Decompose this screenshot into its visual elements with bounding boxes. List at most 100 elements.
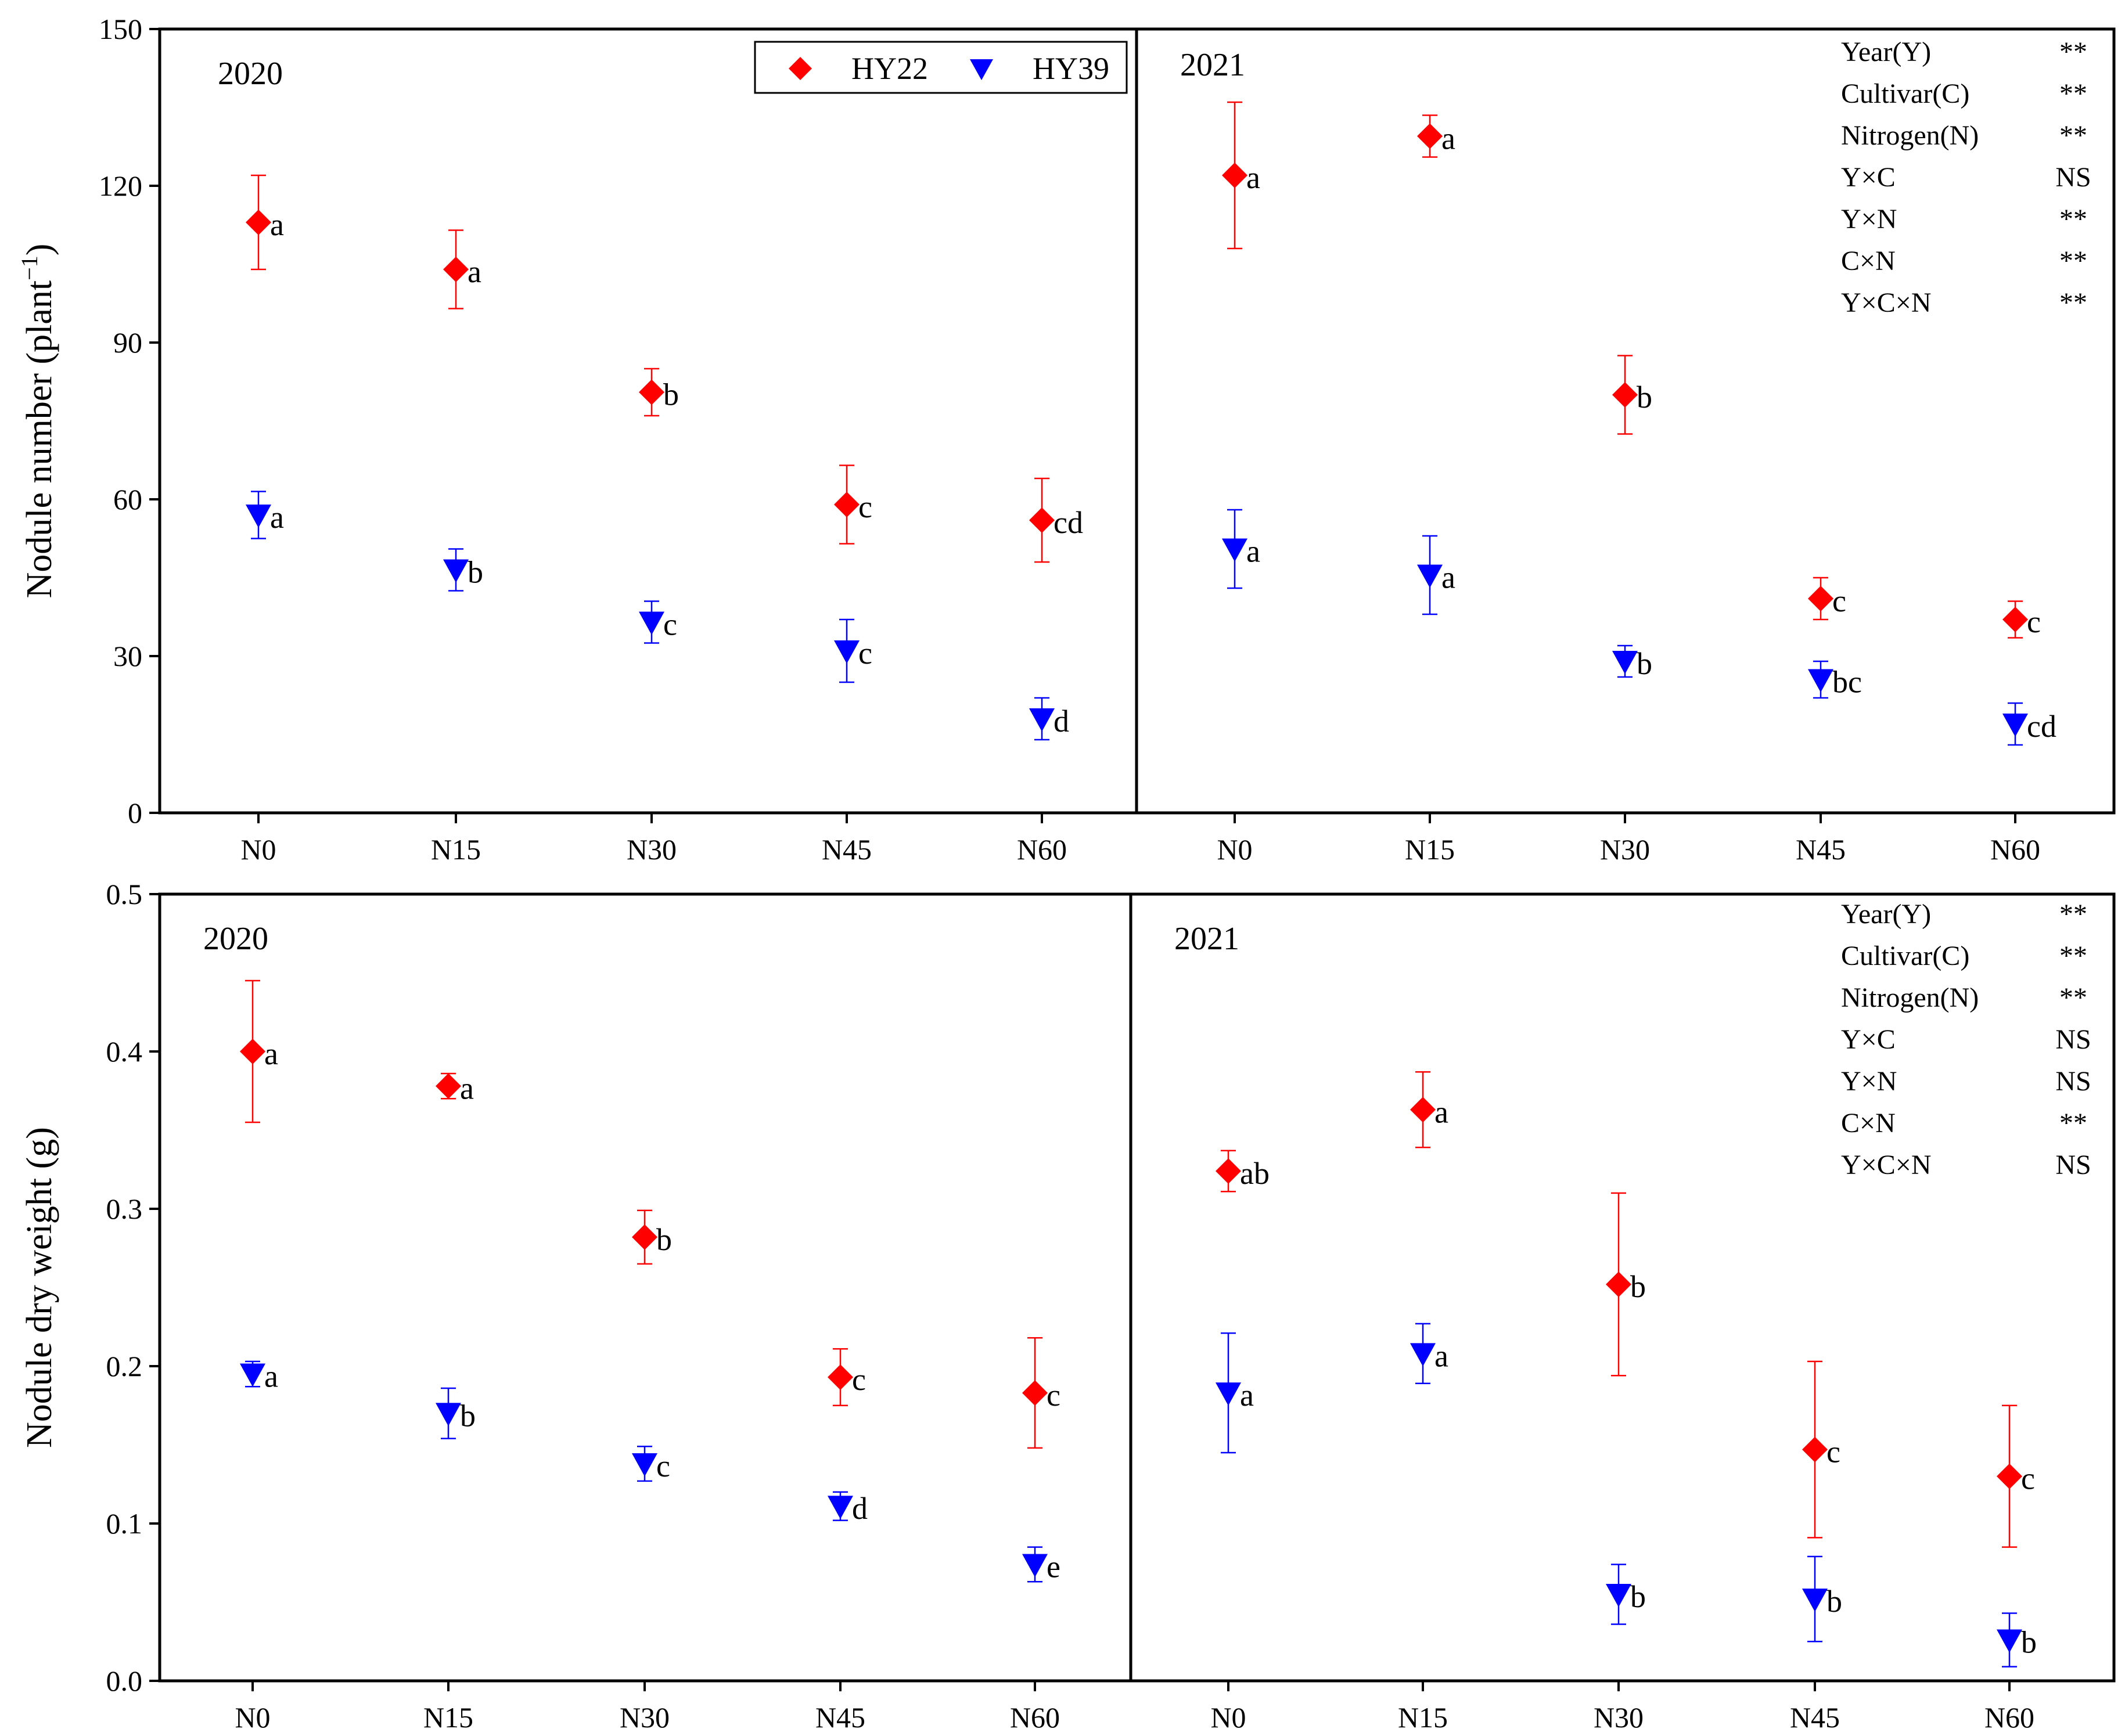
significance-letter: b	[1826, 1584, 1842, 1619]
anova-significance: **	[2059, 120, 2087, 151]
legend-marker-hy22	[789, 57, 812, 80]
x-tick-label: N60	[1010, 1701, 1060, 1734]
chart-nodule-dry-weight: 0.0 0.1 0.2 0.3 0.4 0.5 Nodule dry weight (g) N…	[20, 878, 2116, 1734]
significance-letter: b	[1630, 1579, 1646, 1614]
significance-letter: a	[1434, 1338, 1448, 1373]
significance-letter: b	[1637, 646, 1652, 681]
anova-significance: **	[2059, 78, 2087, 109]
x-tick-label: N45	[1796, 833, 1846, 866]
anova-factor: Y×N	[1841, 204, 1897, 235]
x-tick-label: N30	[1594, 1701, 1644, 1734]
y-axis-title-superscript: −1	[16, 255, 42, 280]
anova-significance: **	[2059, 1108, 2087, 1139]
y-tick-label: 0.3	[106, 1193, 143, 1225]
y-axis-title-main: Nodule number (plant	[20, 280, 59, 599]
significance-letter: a	[264, 1036, 278, 1071]
marker-hy22-N30	[1606, 1272, 1631, 1298]
y-tick-label: 0.5	[106, 878, 143, 910]
significance-letter: c	[1832, 584, 1846, 618]
significance-letter: b	[468, 555, 483, 590]
y-axis-title: Nodule number (plant−1)	[16, 244, 59, 599]
legend-label-hy22: HY22	[851, 51, 928, 86]
y-axis-title: Nodule dry weight (g)	[20, 1127, 59, 1448]
marker-hy22-N15	[443, 257, 469, 282]
x-tick-label: N60	[1990, 833, 2040, 866]
marker-hy39-N0	[240, 1363, 265, 1387]
x-tick-label: N30	[1600, 833, 1650, 866]
panel-year-label: 2020	[218, 56, 283, 92]
marker-hy22-N0	[246, 210, 271, 235]
panel-year-label: 2021	[1180, 47, 1245, 83]
significance-letter: b	[1637, 380, 1652, 415]
marker-hy22-N0	[240, 1039, 265, 1064]
anova-significance: **	[2059, 246, 2087, 276]
panel-year-label: 2020	[203, 921, 268, 957]
anova-factor: Cultivar(C)	[1841, 78, 1969, 109]
significance-letter: a	[468, 254, 481, 289]
marker-hy39-N60	[1022, 1554, 1048, 1577]
x-tick-label: N15	[1405, 833, 1455, 866]
anova-factor: Cultivar(C)	[1841, 941, 1969, 971]
marker-hy22-N15	[1417, 123, 1443, 149]
anova-significance: **	[2059, 941, 2087, 971]
chart-nodule-number: 0 30 60 90 120 150 Nodule number (plant−1) N0 N1…	[16, 13, 2116, 866]
legend-box	[754, 41, 1128, 94]
marker-hy39-N45	[1802, 1589, 1828, 1612]
y-tick-label: 30	[113, 640, 142, 672]
marker-hy22-N45	[1808, 586, 1833, 611]
significance-letter: b	[2021, 1625, 2037, 1660]
anova-factor: Year(Y)	[1841, 899, 1931, 930]
y-axis-title-main: Nodule dry weight (g)	[20, 1127, 59, 1448]
anova-factor: C×N	[1841, 246, 1896, 276]
anova-significance: NS	[2055, 1066, 2091, 1097]
anova-factor: Y×N	[1841, 1066, 1897, 1097]
y-tick-label: 90	[113, 326, 142, 359]
marker-hy22-N60	[1997, 1463, 2022, 1489]
x-tick-label: N15	[1398, 1701, 1448, 1734]
y-tick-label: 0.1	[106, 1507, 143, 1540]
x-tick-label: N15	[423, 1701, 473, 1734]
significance-letter: c	[663, 607, 677, 642]
anova-significance: **	[2059, 204, 2087, 235]
y-tick-label: 0	[128, 797, 142, 829]
marker-hy39-N0	[1216, 1382, 1241, 1406]
x-tick-label: N0	[1210, 1701, 1246, 1734]
marker-hy39-N60	[1997, 1629, 2022, 1653]
marker-hy39-N15	[1410, 1343, 1436, 1367]
marker-hy39-N15	[443, 559, 469, 583]
marker-hy22-N30	[639, 379, 664, 405]
anova-significance: **	[2059, 982, 2087, 1013]
significance-letter: a	[270, 207, 284, 242]
significance-letter: a	[460, 1071, 474, 1106]
significance-letter: a	[1441, 121, 1455, 156]
legend-label-hy39: HY39	[1033, 51, 1109, 86]
marker-hy22-N15	[436, 1073, 461, 1099]
anova-factor: C×N	[1841, 1108, 1896, 1139]
panel-2020: N0 N15 N30 N45 N60 2020 a a b c c a b c d e	[203, 921, 1060, 1734]
x-tick-label: N45	[1790, 1701, 1840, 1734]
significance-letter: b	[656, 1222, 672, 1257]
marker-hy39-N45	[828, 1496, 853, 1519]
significance-letter: d	[1053, 704, 1069, 739]
marker-hy39-N30	[1606, 1583, 1631, 1607]
marker-hy39-N60	[1029, 708, 1055, 732]
anova-significance: NS	[2055, 1150, 2091, 1180]
marker-hy22-N30	[632, 1224, 657, 1250]
anova-factor: Nitrogen(N)	[1841, 120, 1979, 151]
significance-letter: b	[460, 1398, 476, 1433]
significance-letter: d	[852, 1491, 868, 1526]
anova-significance: **	[2059, 287, 2087, 318]
significance-letter: b	[1630, 1269, 1646, 1304]
marker-hy39-N60	[2002, 714, 2028, 737]
significance-letter: a	[1240, 1378, 1254, 1413]
panel-year-label: 2021	[1174, 921, 1239, 957]
marker-hy39-N45	[834, 640, 860, 664]
x-tick-label: N0	[1217, 833, 1252, 866]
significance-letter: bc	[1832, 665, 1862, 700]
significance-letter: c	[858, 636, 872, 671]
significance-letter: a	[1441, 560, 1455, 595]
